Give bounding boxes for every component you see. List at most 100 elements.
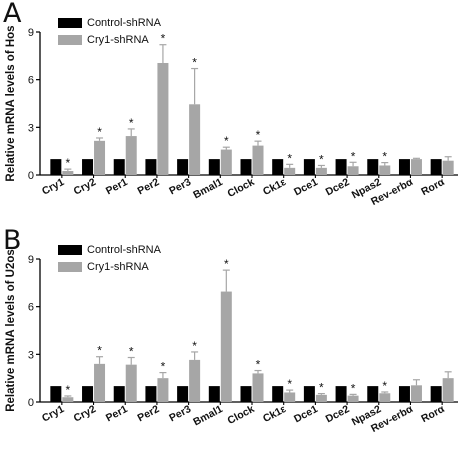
bar-control [177, 159, 189, 175]
significance-marker: * [382, 150, 387, 164]
bar-treatment [189, 359, 201, 402]
x-tick-label: Rorα [419, 176, 447, 198]
y-tick-label: 9 [28, 254, 34, 266]
y-tick-label: 0 [28, 397, 34, 409]
x-tick-label: Clock [226, 176, 257, 200]
bar-treatment [189, 104, 201, 175]
bar-control [367, 159, 379, 175]
bar-treatment [442, 378, 454, 402]
significance-marker: * [192, 56, 197, 70]
bar-control [113, 386, 125, 402]
significance-marker: * [256, 128, 261, 142]
significance-marker: * [224, 257, 229, 271]
bar-treatment [379, 393, 391, 402]
y-tick-label: 9 [28, 27, 34, 39]
bar-control [240, 159, 252, 175]
y-axis-label: Relative mRNA levels of Hos [5, 25, 17, 181]
bar-treatment [410, 159, 422, 175]
x-tick-label: Clock [226, 403, 257, 427]
x-tick-label: Per1 [104, 403, 130, 424]
significance-marker: * [66, 156, 71, 170]
x-tick-label: Dce1 [292, 176, 320, 198]
bar-treatment [410, 385, 422, 402]
bar-control [430, 386, 442, 402]
bar-treatment [94, 363, 106, 402]
bar-treatment [157, 62, 169, 175]
bar-control [82, 159, 94, 175]
bar-control [272, 386, 284, 402]
bar-control [335, 159, 347, 175]
bar-control [303, 159, 315, 175]
bar-control [398, 159, 410, 175]
x-tick-label: Bmal1 [191, 176, 225, 201]
y-tick-label: 6 [28, 302, 34, 314]
significance-marker: * [161, 360, 166, 374]
significance-marker: * [319, 381, 324, 395]
significance-marker: * [129, 345, 134, 359]
bar-control [430, 159, 442, 175]
x-tick-label: Bmal1 [191, 403, 225, 428]
legend-label-treatment: Cry1-shRNA [87, 34, 149, 46]
bar-treatment [157, 378, 169, 402]
legend-label-control: Control-shRNA [87, 17, 161, 29]
bar-control [145, 159, 157, 175]
legend: Control-shRNA Cry1-shRNA [58, 242, 161, 276]
legend-label-control: Control-shRNA [87, 244, 161, 256]
legend-item-treatment: Cry1-shRNA [58, 259, 161, 275]
bar-control [208, 159, 220, 175]
legend-item-control: Control-shRNA [58, 242, 161, 258]
y-axis-label: Relative mRNA levels of U2os [5, 249, 17, 412]
chart-panel-a: A 0 3 6 9 Relative mRNA levels of Hos Cry1 * Cr… [3, 0, 458, 208]
bar-treatment [347, 395, 359, 402]
x-tick-label: Dce2 [324, 176, 352, 198]
legend-item-treatment: Cry1-shRNA [58, 32, 161, 48]
legend-label-treatment: Cry1-shRNA [87, 261, 149, 273]
y-tick-label: 3 [28, 349, 34, 361]
x-tick-label: Per3 [167, 403, 193, 424]
significance-marker: * [287, 377, 292, 391]
panel-label: A [3, 0, 22, 29]
bar-treatment [94, 140, 106, 175]
y-tick-label: 6 [28, 75, 34, 87]
legend-swatch-control [58, 18, 82, 28]
bar-control [50, 386, 62, 402]
bar-treatment [284, 392, 296, 402]
bar-control [113, 159, 125, 175]
x-tick-label: Cry1 [40, 176, 66, 198]
bar-control [367, 386, 379, 402]
bar-control [145, 386, 157, 402]
significance-marker: * [319, 152, 324, 166]
bar-treatment [379, 165, 391, 175]
bar-treatment [252, 145, 264, 175]
bar-treatment [284, 167, 296, 175]
x-tick-label: Rorα [419, 403, 447, 425]
significance-marker: * [97, 125, 102, 139]
legend-item-control: Control-shRNA [58, 15, 161, 31]
panel-label: B [3, 225, 22, 256]
significance-marker: * [161, 32, 166, 46]
significance-marker: * [256, 358, 261, 372]
bar-treatment [315, 167, 327, 175]
significance-marker: * [351, 381, 356, 395]
x-tick-label: Cry2 [72, 176, 98, 198]
bar-control [303, 386, 315, 402]
x-tick-label: Cry2 [72, 403, 98, 425]
x-tick-label: Per2 [136, 403, 162, 424]
bar-treatment [125, 136, 137, 175]
bar-treatment [347, 166, 359, 175]
bar-treatment [62, 171, 74, 175]
bar-control [50, 159, 62, 175]
bar-control [82, 386, 94, 402]
bar-control [398, 386, 410, 402]
bar-treatment [125, 364, 137, 402]
y-tick-label: 3 [28, 122, 34, 134]
significance-marker: * [66, 383, 71, 397]
y-tick-label: 0 [28, 170, 34, 182]
legend-swatch-treatment [58, 35, 82, 45]
significance-marker: * [129, 116, 134, 130]
bar-control [272, 159, 284, 175]
legend: Control-shRNA Cry1-shRNA [58, 15, 161, 49]
significance-marker: * [224, 134, 229, 148]
significance-marker: * [192, 339, 197, 353]
